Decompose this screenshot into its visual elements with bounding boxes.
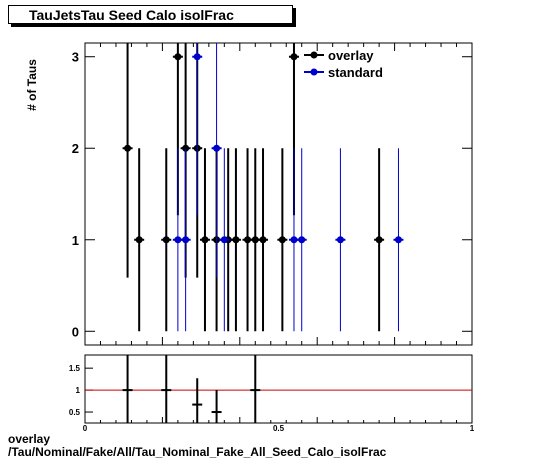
ratio-x-tick-label: 0.5 <box>273 424 285 433</box>
legend: overlay standard <box>304 48 383 80</box>
footer-line-1: overlay <box>8 432 51 446</box>
data-point <box>174 236 182 244</box>
data-point <box>124 144 132 152</box>
data-point <box>232 236 240 244</box>
legend-label: standard <box>328 65 383 80</box>
data-point <box>375 236 383 244</box>
data-point <box>290 236 298 244</box>
legend-marker <box>310 68 318 76</box>
data-point <box>290 53 298 61</box>
data-point <box>193 53 201 61</box>
ratio-y-tick-label: 1 <box>76 386 81 395</box>
legend-label: overlay <box>328 48 374 63</box>
data-point <box>162 236 170 244</box>
y-tick-label: 0 <box>72 324 79 339</box>
ratio-x-tick-label: 0 <box>83 424 88 433</box>
data-point <box>298 236 306 244</box>
data-point <box>251 236 259 244</box>
ratio-plot-axes: 0.511.50 0.5 1 <box>69 364 475 433</box>
main-plot-axes: 0 1 2 3 <box>72 43 472 345</box>
data-point <box>278 236 286 244</box>
y-axis-label: # of Taus <box>25 59 39 111</box>
data-point <box>244 236 252 244</box>
ratio-plot-marks <box>122 355 261 423</box>
data-point <box>336 236 344 244</box>
main-plot-marks <box>122 43 404 332</box>
data-point <box>259 236 267 244</box>
chart-title: TauJetsTau Seed Calo isolFrac <box>29 7 234 23</box>
footer-caption: overlay /Tau/Nominal/Fake/All/Tau_Nomina… <box>8 433 386 459</box>
main-frame-rect <box>84 42 473 346</box>
ratio-x-tick-label: 1 <box>470 424 475 433</box>
legend-marker <box>310 51 318 59</box>
data-point <box>182 236 190 244</box>
data-point <box>201 236 209 244</box>
y-tick-label: 1 <box>72 233 79 248</box>
data-point <box>220 236 228 244</box>
footer-line-2: /Tau/Nominal/Fake/All/Tau_Nominal_Fake_A… <box>8 445 387 459</box>
data-point <box>394 236 402 244</box>
data-point <box>135 236 143 244</box>
ratio-y-tick-label: 1.5 <box>69 364 81 373</box>
chart-title-box: TauJetsTau Seed Calo isolFrac <box>8 5 293 24</box>
data-point <box>213 144 221 152</box>
ratio-y-tick-label: 0.5 <box>69 408 81 417</box>
main-plot-frame <box>84 42 473 346</box>
ratio-frame-rect <box>84 354 473 424</box>
y-tick-label: 2 <box>72 141 79 156</box>
data-point <box>174 53 182 61</box>
y-tick-label: 3 <box>72 50 79 65</box>
ratio-plot-frame <box>84 354 473 424</box>
